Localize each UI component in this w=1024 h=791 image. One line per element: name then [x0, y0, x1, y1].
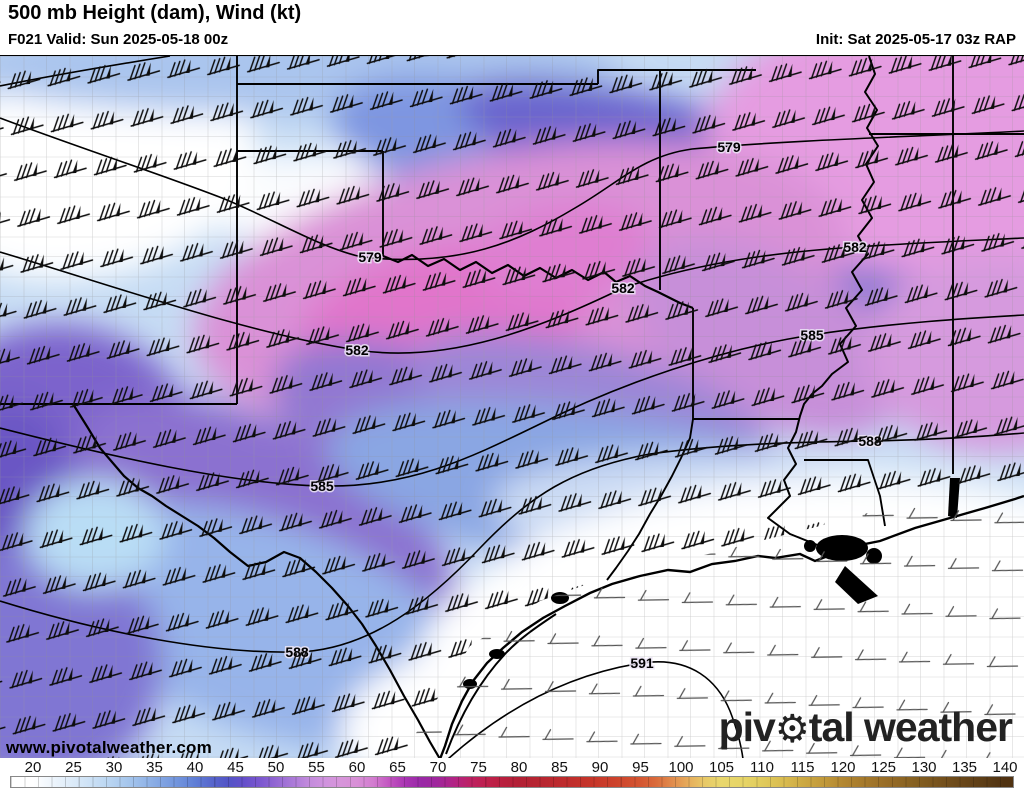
colorbar-tick: 90 — [591, 759, 609, 776]
colorbar-tick: 60 — [348, 759, 366, 776]
colorbar-tick: 30 — [105, 759, 123, 776]
colorbar-tick: 50 — [267, 759, 285, 776]
weather-map[interactable]: 579579582582582585585588588591 www.pivot… — [0, 55, 1024, 760]
model-init-time: Init: Sat 2025-05-17 03z RAP — [815, 31, 1016, 48]
colorbar-tick: 20 — [24, 759, 42, 776]
colorbar — [10, 776, 1014, 788]
colorbar-tick: 45 — [227, 759, 244, 776]
forecast-valid-time: F021 Valid: Sun 2025-05-18 00z — [8, 31, 229, 48]
colorbar-tick: 130 — [911, 759, 937, 776]
gear-icon: ⚙ — [774, 708, 810, 751]
colorbar-segments — [11, 777, 1013, 787]
colorbar-tick: 135 — [951, 759, 978, 776]
colorbar-tick: 100 — [668, 759, 694, 776]
colorbar-tick: 55 — [308, 759, 325, 776]
map-header: 500 mb Height (dam), Wind (kt) F021 Vali… — [0, 0, 1024, 55]
colorbar-tick: 40 — [186, 759, 204, 776]
colorbar-tick: 35 — [146, 759, 163, 776]
colorbar-tick: 25 — [65, 759, 82, 776]
pivotal-weather-logo: piv⚙tal weather — [718, 704, 1013, 751]
colorbar-tick: 140 — [992, 759, 1018, 776]
colorbar-tick: 85 — [551, 759, 568, 776]
colorbar-tick: 75 — [470, 759, 487, 776]
watermark-url: www.pivotalweather.com — [6, 738, 212, 757]
colorbar-tick: 125 — [870, 759, 897, 776]
map-canvas: 579579582582582585585588588591 — [0, 56, 1024, 759]
colorbar-tick: 95 — [632, 759, 649, 776]
logo-text-pre: piv — [718, 704, 776, 750]
colorbar-tick: 65 — [389, 759, 406, 776]
colorbar-tick: 105 — [708, 759, 735, 776]
colorbar-tick: 110 — [750, 759, 774, 776]
colorbar-tick: 80 — [510, 759, 528, 776]
colorbar-tick: 115 — [790, 759, 815, 776]
colorbar-tick: 120 — [830, 759, 856, 776]
product-title: 500 mb Height (dam), Wind (kt) — [8, 2, 302, 24]
logo-text-post: tal weather — [808, 704, 1013, 750]
colorbar-strip: 20 25 30 35 40 45 50 55 60 65 70 75 80 85 90 95 100 105 11… — [0, 758, 1024, 791]
colorbar-tick: 70 — [429, 759, 447, 776]
